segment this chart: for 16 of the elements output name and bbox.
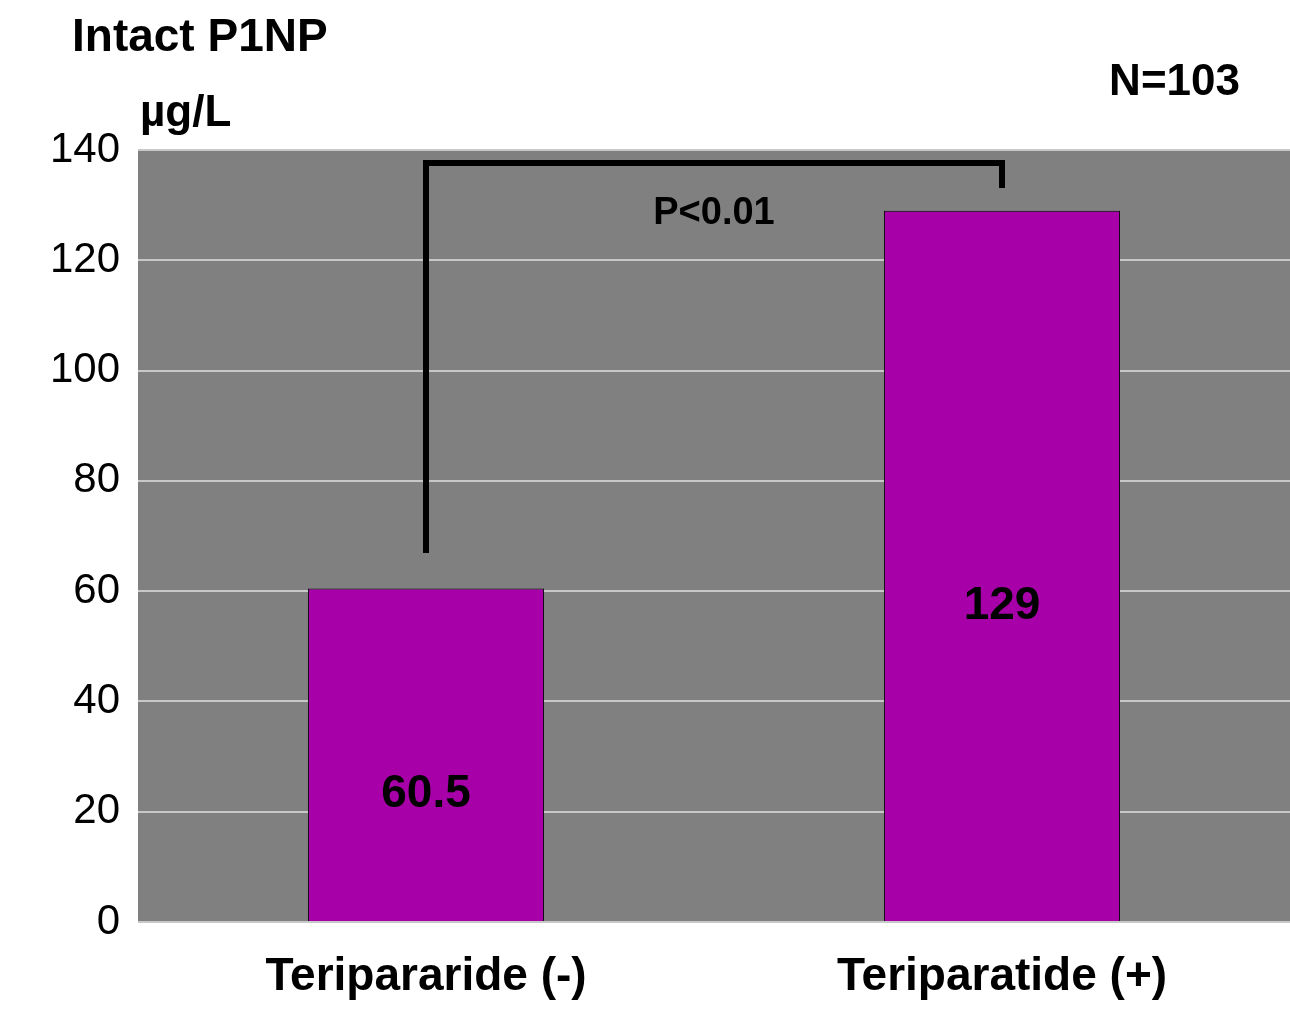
data-label: 129	[963, 576, 1041, 629]
text: N=103	[1109, 55, 1240, 105]
chart-title: Intact P1NP	[72, 8, 328, 62]
annotation: P<0.01	[653, 190, 775, 233]
y-tick-label: 40	[73, 675, 120, 723]
y-axis-title: µg/L	[140, 86, 232, 136]
x-tick-label: Teriparatide (+)	[836, 948, 1168, 1001]
y-tick-label: 140	[49, 123, 120, 171]
y-tick-label: 120	[49, 233, 120, 281]
y-tick-label: 100	[49, 344, 120, 392]
y-tick-label: 0	[96, 895, 120, 943]
y-tick-label: 20	[73, 785, 120, 833]
x-tick-label: Teripararide (-)	[265, 948, 587, 1001]
data-label: 60.5	[381, 765, 471, 818]
y-tick-label: 80	[73, 454, 120, 502]
y-tick-label: 60	[73, 564, 120, 612]
